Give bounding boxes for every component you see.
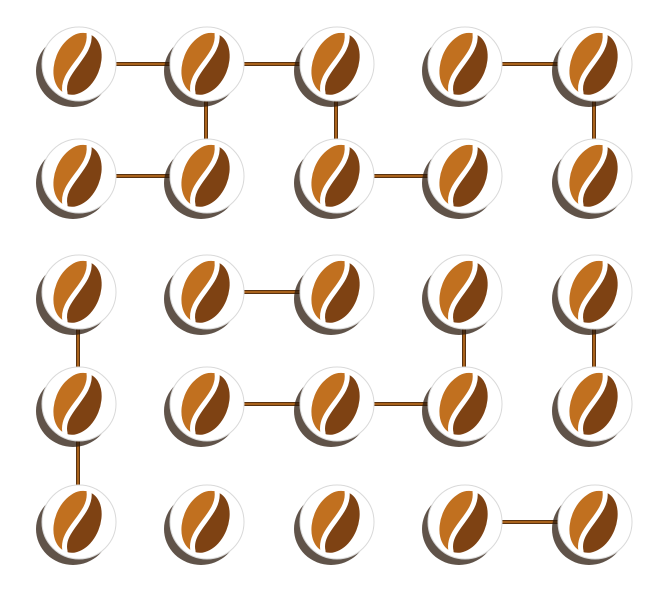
coffee-bean-icon <box>164 138 245 219</box>
bean-tile-r2c1[interactable] <box>164 252 246 335</box>
coffee-bean-icon <box>36 366 117 447</box>
coffee-bean-icon <box>164 366 245 447</box>
bean-tile-r3c3[interactable] <box>422 364 504 447</box>
coffee-bean-icon <box>294 366 375 447</box>
bean-tile-r4c0[interactable] <box>36 482 118 565</box>
coffee-bean-icon <box>422 366 503 447</box>
coffee-bean-icon <box>294 484 375 565</box>
coffee-bean-icon <box>36 254 117 335</box>
coffee-bean-icon <box>422 484 503 565</box>
bean-tile-r0c4[interactable] <box>552 24 634 107</box>
bean-tile-r4c4[interactable] <box>552 482 634 565</box>
coffee-bean-icon <box>552 138 633 219</box>
bean-tile-r4c2[interactable] <box>294 482 376 565</box>
bean-tile-r2c4[interactable] <box>552 252 634 335</box>
bean-tile-r1c0[interactable] <box>36 136 118 219</box>
coffee-bean-icon <box>552 366 633 447</box>
coffee-bean-icon <box>164 484 245 565</box>
coffee-bean-icon <box>36 138 117 219</box>
bean-tile-r2c2[interactable] <box>294 252 376 335</box>
coffee-bean-icon <box>552 484 633 565</box>
bean-tile-r2c3[interactable] <box>422 252 504 335</box>
bean-tile-r1c1[interactable] <box>164 136 246 219</box>
bean-tile-r3c2[interactable] <box>294 364 376 447</box>
coffee-bean-icon <box>552 26 633 107</box>
bean-tile-r3c4[interactable] <box>552 364 634 447</box>
bean-tile-r1c2[interactable] <box>294 136 376 219</box>
coffee-bean-icon <box>164 254 245 335</box>
coffee-bean-icon <box>164 26 245 107</box>
bean-tile-r2c0[interactable] <box>36 252 118 335</box>
coffee-bean-icon <box>36 26 117 107</box>
coffee-bean-icon <box>422 254 503 335</box>
bean-tile-r0c1[interactable] <box>164 24 246 107</box>
bean-tile-r0c3[interactable] <box>422 24 504 107</box>
bean-tile-r4c3[interactable] <box>422 482 504 565</box>
bean-tile-r1c4[interactable] <box>552 136 634 219</box>
bean-tile-r0c2[interactable] <box>294 24 376 107</box>
bean-tile-r3c0[interactable] <box>36 364 118 447</box>
bean-tile-r1c3[interactable] <box>422 136 504 219</box>
bean-tile-r0c0[interactable] <box>36 24 118 107</box>
coffee-bean-icon <box>294 138 375 219</box>
coffee-bean-icon <box>36 484 117 565</box>
coffee-bean-icon <box>294 254 375 335</box>
coffee-bean-icon <box>422 26 503 107</box>
bean-tile-r4c1[interactable] <box>164 482 246 565</box>
coffee-bean-icon <box>422 138 503 219</box>
bean-tile-r3c1[interactable] <box>164 364 246 447</box>
coffee-bean-icon <box>552 254 633 335</box>
coffee-bean-icon <box>294 26 375 107</box>
